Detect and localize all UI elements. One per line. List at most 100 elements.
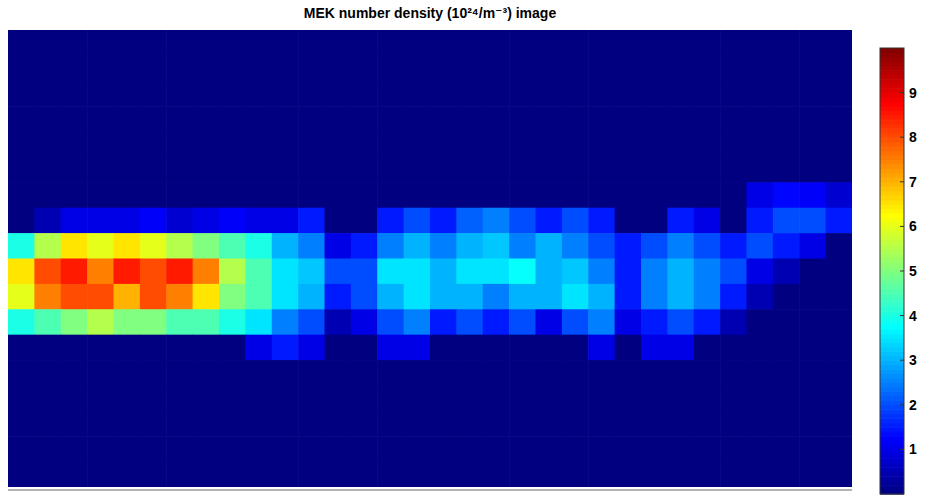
cell [272,81,299,107]
cell [87,385,114,411]
cell [193,309,220,335]
cell [456,259,483,285]
cell [826,233,852,259]
cell [509,233,536,259]
cell [34,360,61,386]
cell [325,385,352,411]
cell [219,106,246,132]
cell [641,55,668,81]
cell [826,335,852,361]
cell [272,284,299,310]
cell [245,436,272,462]
cell [219,81,246,107]
cell [483,208,510,234]
cell [799,360,826,386]
cell [140,335,167,361]
cell [61,182,88,208]
cell [272,335,299,361]
cell [799,81,826,107]
cell [114,233,141,259]
cell [562,284,589,310]
cell [298,132,325,158]
cell [694,462,721,487]
cell [667,335,694,361]
cell [667,55,694,81]
cell [456,157,483,183]
cell [747,309,774,335]
colorbar-segment [880,351,904,356]
cell [61,385,88,411]
cell [245,335,272,361]
cell [694,360,721,386]
cell [166,132,193,158]
cell [694,208,721,234]
cell [694,30,721,56]
cell [773,55,800,81]
cell [87,81,114,107]
cell [193,81,220,107]
cell [456,182,483,208]
cell [404,335,431,361]
cell [8,182,35,208]
cell [193,335,220,361]
colorbar-segment [880,463,904,468]
cell [536,30,563,56]
colorbar-segment [880,360,904,365]
cell [351,436,378,462]
cell [272,309,299,335]
cell [193,462,220,487]
cell [8,259,35,285]
cell [193,182,220,208]
cell [34,411,61,437]
cell [404,106,431,132]
cell [509,385,536,411]
colorbar-segment [880,79,904,84]
cell [298,55,325,81]
colorbar-segment [880,333,904,338]
cell [87,436,114,462]
colorbar-segment [880,213,904,218]
cell [219,208,246,234]
cell [219,385,246,411]
colorbar-segment [880,378,904,383]
cell [272,385,299,411]
cell [34,30,61,56]
cell [720,157,747,183]
cell [562,411,589,437]
cell [404,309,431,335]
cell [245,55,272,81]
cell [456,436,483,462]
cell [509,55,536,81]
cell [773,132,800,158]
cell [720,309,747,335]
cell [536,259,563,285]
cell [430,360,457,386]
cell [536,385,563,411]
cell [562,208,589,234]
cell [536,233,563,259]
colorbar-segment [880,262,904,267]
cell [34,335,61,361]
colorbar-segment [880,61,904,66]
cell [641,335,668,361]
colorbar-segment [880,102,904,107]
cell [456,284,483,310]
cell [8,30,35,56]
cell [325,106,352,132]
cell [588,157,615,183]
cell [34,55,61,81]
cell [562,106,589,132]
cell [193,208,220,234]
cell [799,462,826,487]
colorbar-segment [880,338,904,343]
cell [720,436,747,462]
cell [87,55,114,81]
cell [298,30,325,56]
cell [325,81,352,107]
cell [509,30,536,56]
cell [483,132,510,158]
colorbar-segment [880,160,904,165]
cell [34,462,61,487]
cell [245,385,272,411]
colorbar-segment [880,204,904,209]
